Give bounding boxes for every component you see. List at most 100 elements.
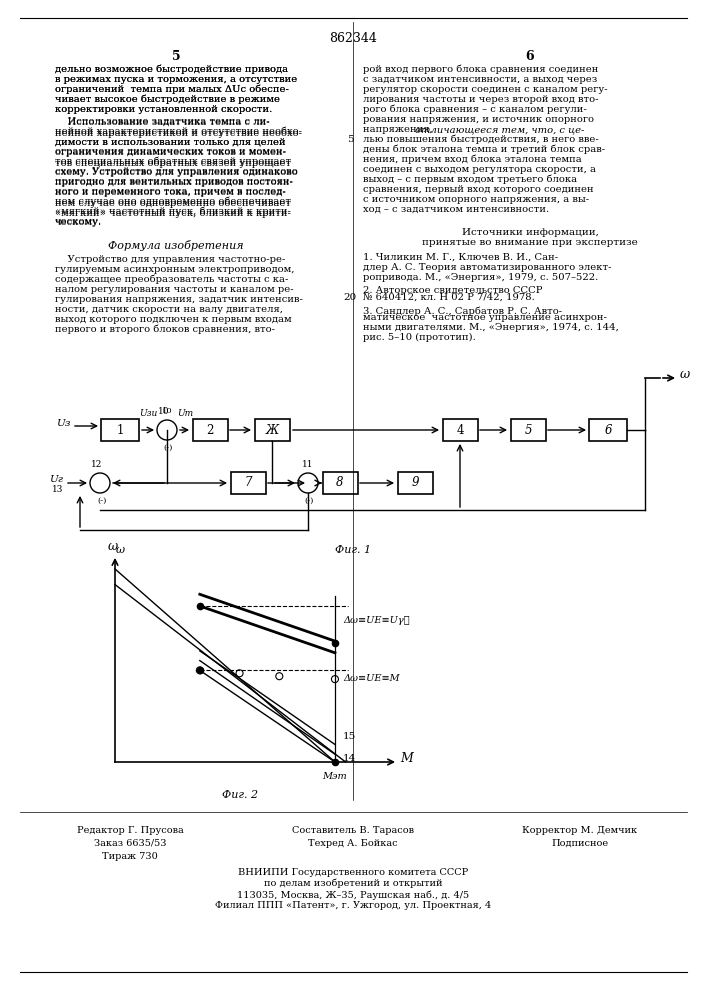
Bar: [397, 472, 433, 494]
Text: Uз: Uз: [56, 420, 70, 428]
Text: 5: 5: [172, 50, 180, 63]
Text: 11: 11: [303, 460, 314, 469]
Text: ограничения динамических токов и момен-: ограничения динамических токов и момен-: [55, 148, 286, 157]
Text: Фиг. 1: Фиг. 1: [335, 545, 371, 555]
Text: Тираж 730: Тираж 730: [102, 852, 158, 861]
Text: ВНИИПИ Государственного комитета СССР: ВНИИПИ Государственного комитета СССР: [238, 868, 468, 877]
Text: по делам изобретений и открытий: по делам изобретений и открытий: [264, 879, 443, 888]
Text: 20: 20: [344, 293, 356, 302]
Text: дены блок эталона темпа и третий блок срав-: дены блок эталона темпа и третий блок ср…: [363, 145, 605, 154]
Text: Техред А. Бойкас: Техред А. Бойкас: [308, 839, 398, 848]
Text: ограничения динамических токов и момен-: ограничения динамических токов и момен-: [55, 147, 286, 156]
Text: ограничений  темпа при малых ΔUс обеспе-: ограничений темпа при малых ΔUс обеспе-: [55, 85, 289, 95]
Text: 8: 8: [337, 477, 344, 489]
Text: Формула изобретения: Формула изобретения: [108, 240, 244, 251]
Text: гулирования напряжения, задатчик интенсив-: гулирования напряжения, задатчик интенси…: [55, 295, 303, 304]
Text: лью повышения быстродействия, в него вве-: лью повышения быстродействия, в него вве…: [363, 135, 599, 144]
Text: ω: ω: [115, 545, 124, 555]
Text: 14: 14: [343, 754, 356, 763]
Text: в режимах пуска и торможения, а отсутствие: в режимах пуска и торможения, а отсутств…: [55, 75, 297, 84]
Text: сравнения, первый вход которого соединен: сравнения, первый вход которого соединен: [363, 185, 594, 194]
Text: напряжения,: напряжения,: [363, 125, 436, 134]
Bar: [192, 419, 228, 441]
Text: № 640412, кл. Н 02 Р 7/42, 1978.: № 640412, кл. Н 02 Р 7/42, 1978.: [363, 293, 534, 302]
Text: тов специальных обратных связей упрощает: тов специальных обратных связей упрощает: [55, 157, 291, 166]
Text: отличающееся тем, что, с це-: отличающееся тем, что, с це-: [415, 125, 585, 134]
Bar: [255, 419, 289, 441]
Text: Использование задатчика темпа с ли-: Использование задатчика темпа с ли-: [55, 117, 269, 126]
Text: 6: 6: [604, 424, 612, 436]
Circle shape: [332, 676, 339, 683]
Text: 1: 1: [117, 424, 124, 436]
Text: Корректор М. Демчик: Корректор М. Демчик: [522, 826, 638, 835]
Text: 7: 7: [244, 477, 252, 489]
Text: димости в использовании только для целей: димости в использовании только для целей: [55, 138, 286, 147]
Text: 5: 5: [525, 424, 532, 436]
Text: лирования частоты и через второй вход вто-: лирования частоты и через второй вход вт…: [363, 95, 599, 104]
Text: регулятор скорости соединен с каналом регу-: регулятор скорости соединен с каналом ре…: [363, 85, 607, 94]
Text: принятые во внимание при экспертизе: принятые во внимание при экспертизе: [422, 238, 638, 247]
Text: (-): (-): [304, 497, 314, 505]
Text: выход которого подключен к первым входам: выход которого подключен к первым входам: [55, 315, 291, 324]
Text: Ж: Ж: [265, 424, 279, 436]
Text: M: M: [400, 752, 413, 766]
Text: схему. Устройство для управления одинаково: схему. Устройство для управления одинако…: [55, 168, 298, 177]
Text: нения, причем вход блока эталона темпа: нения, причем вход блока эталона темпа: [363, 155, 582, 164]
Text: соединен с выходом регулятора скорости, а: соединен с выходом регулятора скорости, …: [363, 165, 596, 174]
Text: нем случае оно одновременно обеспечивает: нем случае оно одновременно обеспечивает: [55, 197, 291, 207]
Text: Фиг. 2: Фиг. 2: [222, 790, 258, 800]
Circle shape: [236, 670, 243, 677]
Bar: [101, 419, 139, 441]
Text: «мягкий» частотный пуск, близкий к крити-: «мягкий» частотный пуск, близкий к крити…: [55, 208, 291, 218]
Text: 9: 9: [411, 477, 419, 489]
Text: ω: ω: [108, 540, 118, 553]
Text: с источником опорного напряжения, а вы-: с источником опорного напряжения, а вы-: [363, 195, 589, 204]
Text: (-): (-): [163, 444, 173, 452]
Circle shape: [276, 673, 283, 680]
Text: 15: 15: [343, 732, 356, 741]
Text: димости в использовании только для целей: димости в использовании только для целей: [55, 137, 286, 146]
Text: 10: 10: [162, 407, 173, 415]
Text: ω: ω: [680, 367, 690, 380]
Text: Устройство для управления частотно-ре-: Устройство для управления частотно-ре-: [55, 255, 286, 264]
Text: Подписное: Подписное: [551, 839, 609, 848]
Text: нем случае оно одновременно обеспечивает: нем случае оно одновременно обеспечивает: [55, 198, 291, 208]
Text: матическое  частотное управление асинхрон-: матическое частотное управление асинхрон…: [363, 313, 607, 322]
Text: Mэт: Mэт: [322, 772, 347, 781]
Text: пригодно для вентильных приводов постоян-: пригодно для вентильных приводов постоян…: [55, 177, 293, 186]
Text: ческому.: ческому.: [55, 218, 102, 227]
Text: ограничений  темпа при малых ΔUс обеспе-: ограничений темпа при малых ΔUс обеспе-: [55, 85, 289, 95]
Text: «мягкий» частотный пуск, близкий к крити-: «мягкий» частотный пуск, близкий к крити…: [55, 207, 291, 217]
Text: в режимах пуска и торможения, а отсутствие: в режимах пуска и торможения, а отсутств…: [55, 75, 297, 84]
Text: чивает высокое быстродействие в режиме: чивает высокое быстродействие в режиме: [55, 95, 280, 104]
Text: Заказ 6635/53: Заказ 6635/53: [94, 839, 166, 848]
Bar: [322, 472, 358, 494]
Text: схему. Устройство для управления одинаково: схему. Устройство для управления одинако…: [55, 167, 298, 176]
Text: 4: 4: [456, 424, 464, 436]
Text: Uг: Uг: [49, 476, 63, 485]
Text: ропривода. М., «Энергия», 1979, с. 507–522.: ропривода. М., «Энергия», 1979, с. 507–5…: [363, 273, 598, 282]
Text: 862344: 862344: [329, 32, 377, 45]
Text: ными двигателями. М., «Энергия», 1974, с. 144,: ными двигателями. М., «Энергия», 1974, с…: [363, 323, 619, 332]
Text: дельно возможное быстродействие привода: дельно возможное быстродействие привода: [55, 65, 288, 75]
Text: 5: 5: [346, 135, 354, 144]
Text: ности, датчик скорости на валу двигателя,: ности, датчик скорости на валу двигателя…: [55, 305, 283, 314]
Text: дельно возможное быстродействие привода: дельно возможное быстродействие привода: [55, 65, 288, 75]
Text: Составитель В. Тарасов: Составитель В. Тарасов: [292, 826, 414, 835]
Text: 2. Авторское свидетельство СССР: 2. Авторское свидетельство СССР: [363, 286, 542, 295]
Text: налом регулирования частоты и каналом ре-: налом регулирования частоты и каналом ре…: [55, 285, 293, 294]
Text: корректировки установленной скорости.: корректировки установленной скорости.: [55, 105, 272, 114]
Text: ход – с задатчиком интенсивности.: ход – с задатчиком интенсивности.: [363, 205, 549, 214]
Text: нейной характеристикой и отсутствие необхо-: нейной характеристикой и отсутствие необ…: [55, 127, 302, 136]
Text: корректировки установленной скорости.: корректировки установленной скорости.: [55, 105, 272, 114]
Text: рис. 5–10 (прототип).: рис. 5–10 (прототип).: [363, 333, 476, 342]
Text: первого и второго блоков сравнения, вто-: первого и второго блоков сравнения, вто-: [55, 325, 275, 334]
Text: содержащее преобразователь частоты с ка-: содержащее преобразователь частоты с ка-: [55, 275, 288, 284]
Text: чивает высокое быстродействие в режиме: чивает высокое быстродействие в режиме: [55, 95, 280, 104]
Text: выход – с первым входом третьего блока: выход – с первым входом третьего блока: [363, 175, 577, 184]
Text: Редактор Г. Прусова: Редактор Г. Прусова: [76, 826, 183, 835]
Text: 3. Сандлер А. С., Сарбатов Р. С. Авто-: 3. Сандлер А. С., Сарбатов Р. С. Авто-: [363, 306, 562, 316]
Text: нейной характеристикой и отсутствие необхо-: нейной характеристикой и отсутствие необ…: [55, 128, 302, 137]
Text: рой вход первого блока сравнения соединен: рой вход первого блока сравнения соедине…: [363, 65, 598, 75]
Text: Uзи: Uзи: [139, 409, 157, 418]
